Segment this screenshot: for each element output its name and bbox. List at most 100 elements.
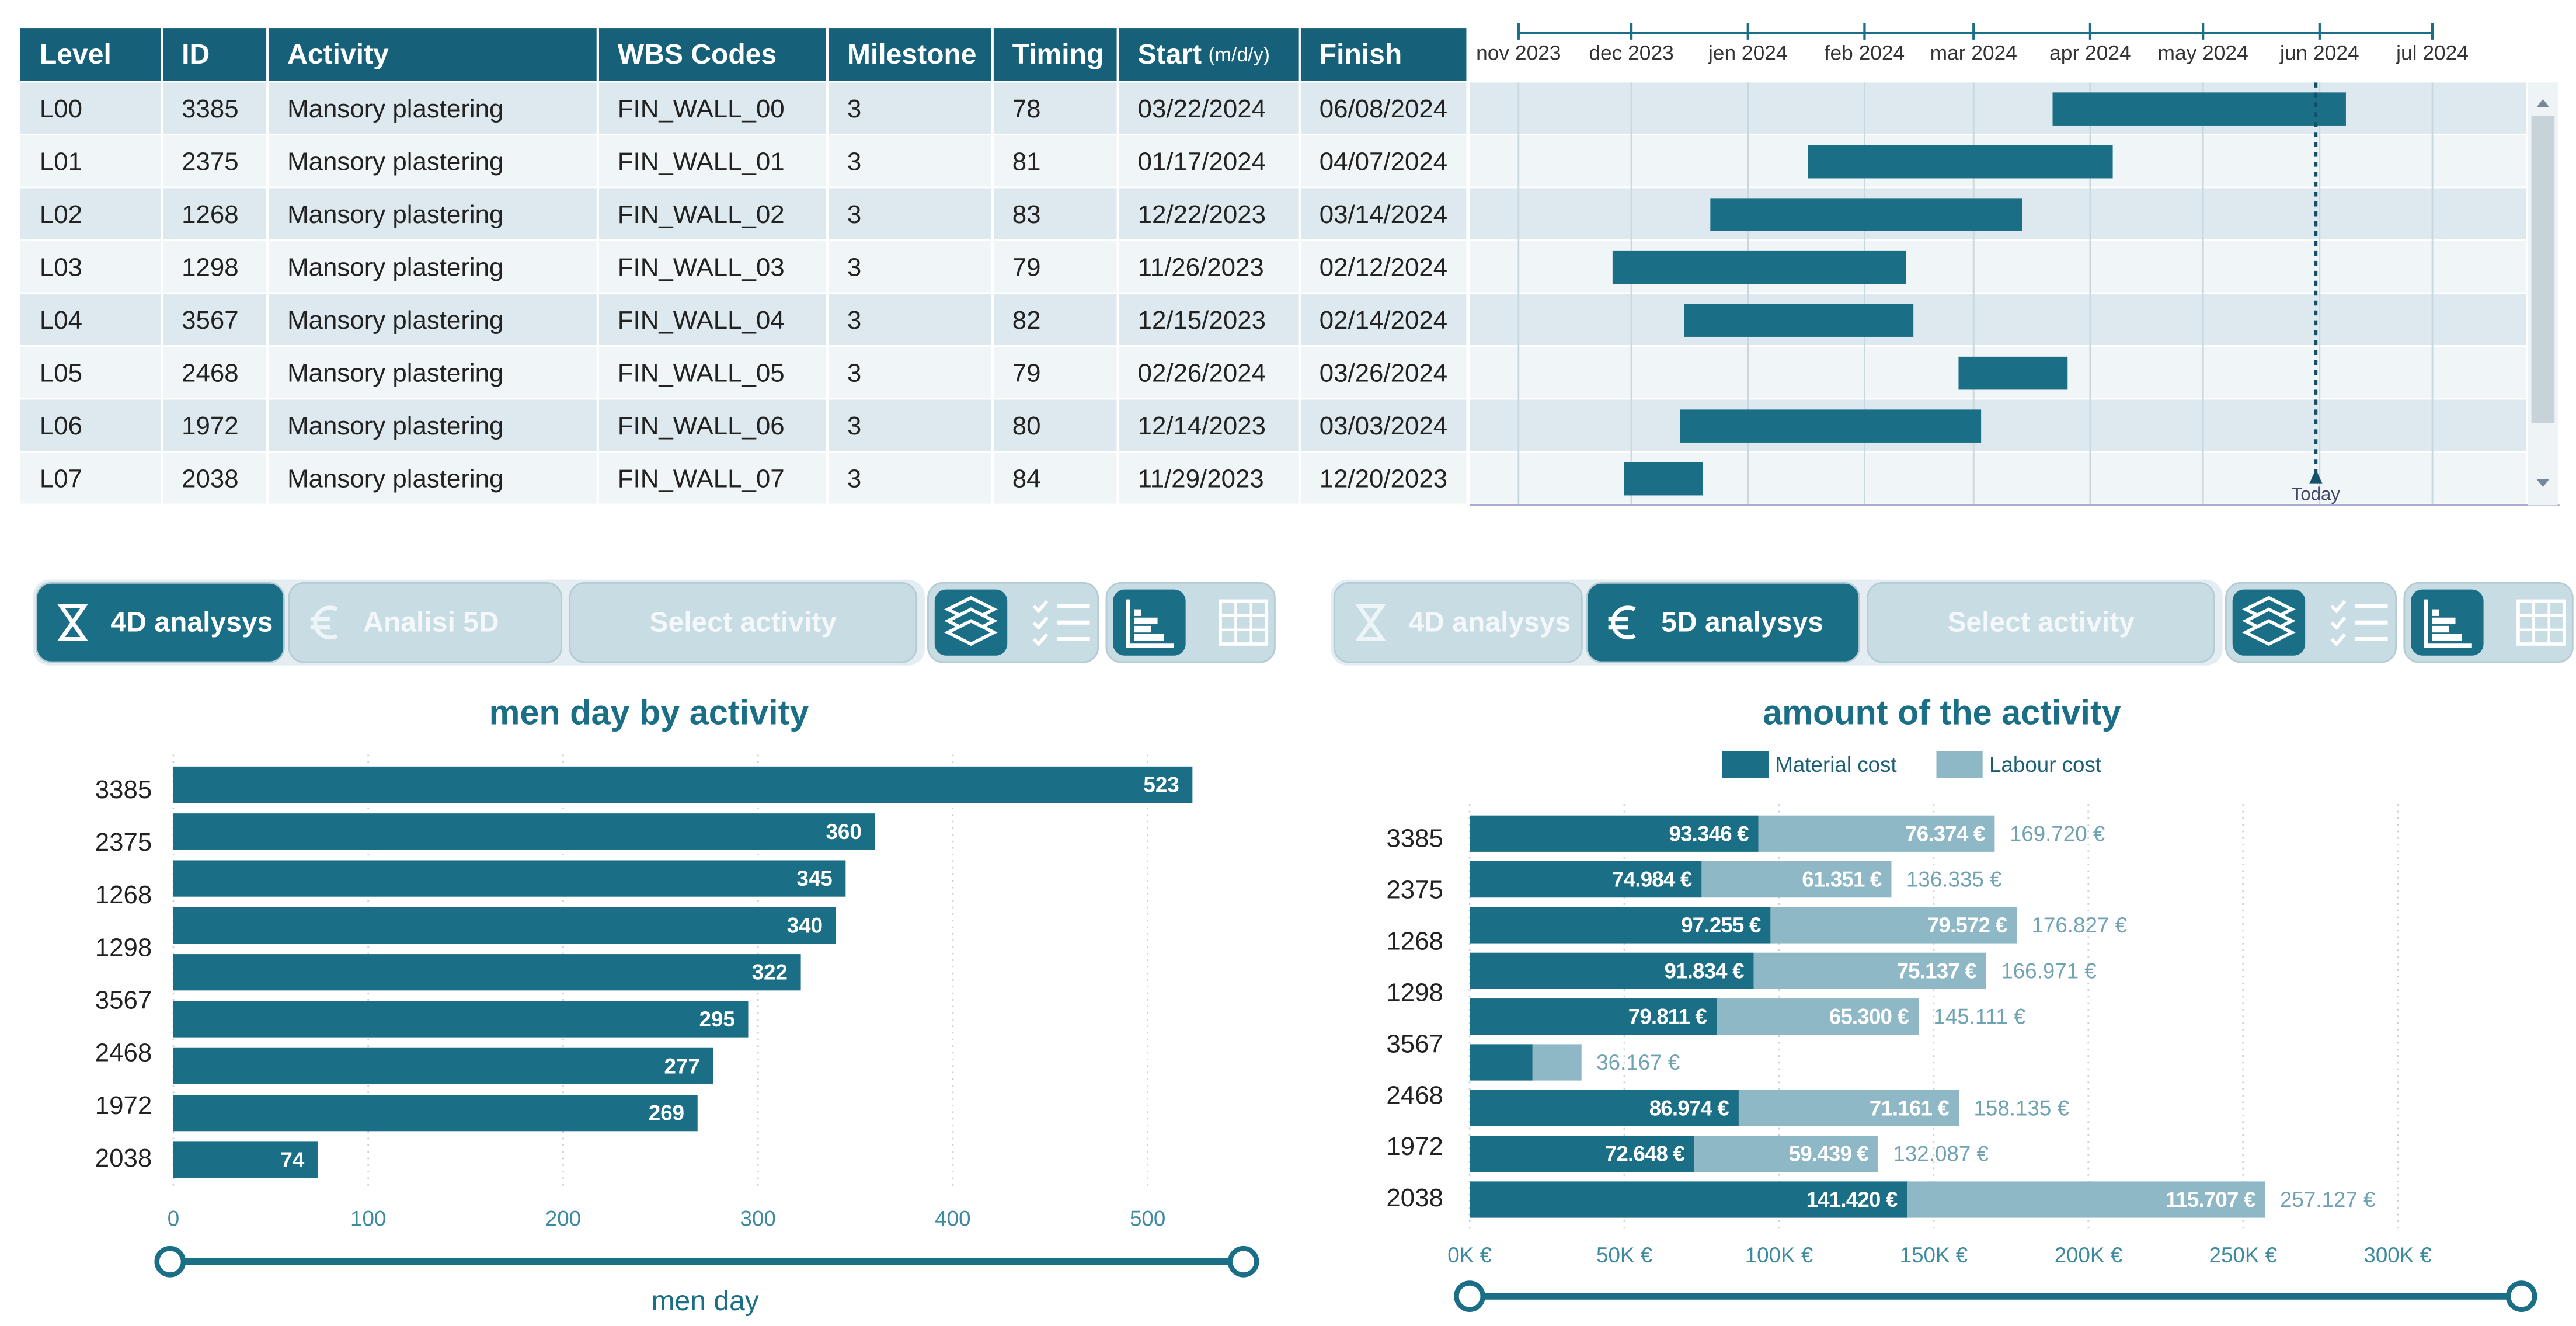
column-header: Level [40, 39, 112, 70]
table-cell: 02/26/2024 [1138, 359, 1266, 388]
toolbar-button[interactable] [288, 582, 563, 663]
value-label: 340 [787, 913, 823, 937]
layers-icon [944, 619, 998, 646]
value-label: 269 [649, 1101, 684, 1125]
table-cell: Mansory plastering [287, 148, 503, 176]
value-label: 76.374 € [1905, 822, 1985, 845]
table-row-bg [19, 452, 1467, 504]
table-cell: 12/22/2023 [1138, 200, 1266, 229]
check-icon [1032, 600, 1049, 614]
toolbar-button[interactable] [1867, 582, 2216, 663]
toolbar-button[interactable] [35, 582, 285, 663]
slider-handle[interactable] [2505, 1280, 2537, 1312]
toolbar-button[interactable] [1586, 582, 1860, 663]
button-label: 5D analysys [1661, 607, 1823, 638]
toolbar-button[interactable] [569, 582, 918, 663]
table-cell: FIN_WALL_07 [618, 465, 785, 493]
value-label: 75.137 € [1897, 959, 1977, 983]
button-label: Select activity [649, 607, 837, 638]
table-cell: 11/29/2023 [1138, 465, 1264, 493]
table-cell: 06/08/2024 [1320, 95, 1447, 123]
toolbar: 4D analysys Analisi 5D Select activity [33, 579, 1276, 666]
table-cell: 3 [847, 253, 861, 282]
layers-icon [2241, 619, 2296, 646]
table-cell: 11/26/2023 [1138, 253, 1264, 282]
total-label: 176.827 € [2031, 913, 2127, 937]
table-cell: 83 [1012, 200, 1041, 229]
bar-segment [1716, 998, 1919, 1035]
today-label: Today [2292, 484, 2340, 504]
euro-icon [310, 605, 338, 640]
table-cell: 02/12/2024 [1320, 253, 1447, 282]
chart-icon-bar [1134, 634, 1164, 641]
euro-icon [1608, 605, 1636, 640]
slider-handle[interactable] [154, 1245, 186, 1278]
x-tick-label: 100K € [1745, 1243, 1813, 1267]
toolbar: 4D analysys 5D analysys Select activity [1331, 579, 2574, 666]
bar-segment [1753, 952, 1986, 989]
table-cell: FIN_WALL_02 [618, 200, 785, 229]
table-cell: L07 [40, 465, 82, 493]
table-header-bg [19, 28, 1467, 81]
slider-handle[interactable] [1454, 1280, 1485, 1312]
x-tick-label: 300K € [2363, 1243, 2431, 1267]
table-row-bg [19, 135, 1467, 187]
table-cell: 3 [847, 412, 861, 440]
table-cell: Mansory plastering [287, 465, 503, 493]
bar-segment [1470, 998, 1717, 1035]
category-label: 1268 [95, 880, 152, 909]
table-cell: Mansory plastering [287, 359, 503, 388]
table-cell: 78 [1012, 95, 1041, 123]
slider-handle[interactable] [1227, 1245, 1259, 1278]
gantt-bar [1612, 250, 1906, 284]
value-label: 523 [1143, 772, 1179, 796]
gantt-bar [1710, 198, 2022, 231]
table-cell: 81 [1012, 148, 1041, 176]
gantt-bar [1624, 462, 1703, 496]
table-row-bg [19, 399, 1467, 451]
bar [173, 954, 801, 991]
table-cell: L02 [40, 200, 82, 229]
bar [173, 1141, 318, 1178]
value-label: 86.974 € [1649, 1096, 1729, 1120]
category-label: 2375 [95, 828, 152, 857]
bar-segment [1470, 1181, 1907, 1218]
toolbar-button[interactable] [1333, 582, 1583, 663]
table-cell: 3567 [182, 306, 239, 335]
scrollbar-thumb [2531, 115, 2555, 423]
table-cell: FIN_WALL_05 [618, 359, 785, 388]
x-tick-label: 150K € [1900, 1243, 1968, 1267]
table-cell: 79 [1012, 253, 1041, 282]
chart-icon-bar [1134, 617, 1158, 625]
table-cell: Mansory plastering [287, 200, 503, 229]
table-cell: 84 [1012, 465, 1041, 493]
scroll-down [2536, 479, 2550, 488]
button-label: 4D analysys [111, 607, 273, 638]
table-cell: 2038 [182, 465, 239, 493]
table-cell: 79 [1012, 359, 1041, 388]
grid-icon [1219, 599, 1269, 646]
x-tick-label: 400 [935, 1207, 970, 1231]
value-label: 360 [826, 820, 861, 844]
table-cell: 03/03/2024 [1320, 412, 1447, 440]
table-cell: 3 [847, 148, 861, 176]
check-icon [2330, 600, 2347, 614]
x-tick-label: 0 [168, 1207, 179, 1231]
chart-icon-bar [2432, 625, 2449, 633]
total-label: 36.167 € [1596, 1050, 1680, 1074]
value-label: 91.834 € [1664, 959, 1744, 983]
value-label: 72.648 € [1605, 1142, 1685, 1166]
column-header: ID [182, 39, 210, 70]
value-label: 71.161 € [1870, 1096, 1950, 1120]
gantt-tick-label: mar 2024 [1930, 42, 2017, 65]
table-cell: 01/17/2024 [1138, 148, 1266, 176]
bar [173, 907, 836, 944]
x-tick-label: 0K € [1447, 1243, 1492, 1267]
gantt-bar [1808, 145, 2113, 179]
bar-segment [1470, 861, 1702, 898]
table-cell: 1972 [182, 412, 239, 440]
check-icon [1032, 616, 1049, 630]
category-label: 3385 [1386, 824, 1443, 853]
table-cell: 3385 [182, 95, 239, 123]
